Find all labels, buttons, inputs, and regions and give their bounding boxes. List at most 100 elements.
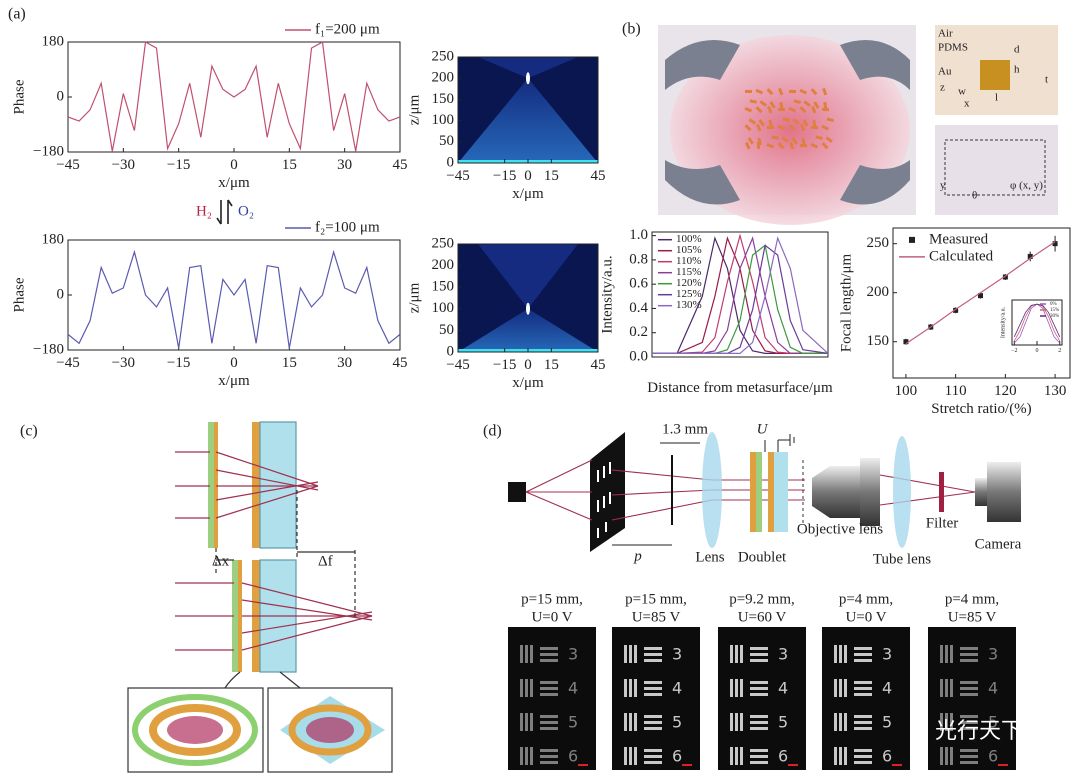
y-tick-label: 200 [432,70,455,86]
target-bar [854,659,872,662]
y-tick-label: 200 [867,284,890,300]
plot-frame [67,239,401,351]
target-bar [629,679,632,697]
x-tick-label: 30 [337,157,352,173]
legend-label: f₁=200 μm [315,21,380,37]
x-tick-label: 15 [282,157,297,173]
plot-frame [651,231,829,358]
target-bar [730,679,733,697]
plot-frame [1011,299,1063,346]
series-line [905,241,1056,345]
target-bar [624,747,627,765]
target-bar [834,713,837,731]
watermark: 光行天下 [935,719,1023,744]
target-bar [940,713,943,731]
x-axis-label: x/μm [512,186,544,202]
target-bar [854,761,872,764]
photo-label: θ [972,190,977,202]
target-bar [834,679,837,697]
setup-label: Tube lens [873,551,931,567]
target-bar [644,681,662,684]
photo-caption: p=15 mm, [521,591,583,607]
y-axis-label: Phase [11,277,27,312]
photo-caption: U=60 V [738,609,787,625]
y-tick-label: 180 [42,231,65,247]
y-tick-label: 200 [432,257,455,273]
x-tick-label: 15 [544,168,559,184]
legend-label: 115% [676,266,701,278]
target-bar [844,713,847,731]
photo-label: Au [938,66,952,78]
target-bar [540,659,558,662]
x-axis-label: Distance from metasurface/μm [647,380,833,396]
target-bar [525,747,528,765]
target-bar [750,755,768,758]
photo-label: t [1045,74,1048,86]
x-tick-label: −45 [446,357,469,373]
series-line [652,236,829,354]
plot-frame [892,227,1071,379]
y-tick-label: 0 [447,343,455,359]
target-bar [735,713,738,731]
target-bar [740,645,743,663]
focus-spot [526,302,530,315]
target-bar [735,645,738,663]
x-tick-label: 110 [945,383,967,399]
target-bar [960,687,978,690]
panel-label: (b) [622,21,641,38]
y-tick-label: 1.0 [629,227,648,243]
panel-label: (c) [20,423,38,440]
target-bar [540,715,558,718]
target-number: 5 [568,713,578,732]
reaction-right: O₂ [238,203,254,219]
legend-label: 100% [676,233,702,245]
x-tick-label: 100 [895,383,918,399]
target-bar [644,749,662,752]
target-bar [634,713,637,731]
target-bar [854,687,872,690]
target-bar [750,647,768,650]
x-tick-label: 130 [1044,383,1067,399]
target-bar [629,645,632,663]
x-tick-label: −15 [493,357,516,373]
y-tick-label: 50 [439,322,454,338]
photo-label: PDMS [938,42,968,54]
photo-label: w [958,86,966,98]
setup-label: Camera [975,536,1022,552]
legend-label: 120% [676,277,702,289]
target-number: 4 [988,679,998,698]
setup-label: 1.3 mm [662,421,708,437]
x-tick-label: −45 [56,157,79,173]
legend-swatch [909,236,915,243]
scale-bar [892,764,902,766]
target-bar [960,659,978,662]
photo-caption: p=15 mm, [625,591,687,607]
target-bar [839,747,842,765]
target-bar [644,761,662,764]
y-tick-label: 0.0 [629,348,648,364]
target-bar [644,647,662,650]
target-bar [750,687,768,690]
target-bar [629,713,632,731]
y-tick-label: 0 [447,154,455,170]
x-tick-label: 30 [337,355,352,371]
x-tick-label: 45 [393,355,408,371]
plot-frame [457,56,599,164]
focus-spot [526,72,530,85]
beam-cone [478,57,578,79]
legend-label: 0% [1050,302,1057,307]
photo-label: φ (x, y) [1010,180,1043,192]
x-tick-label: 2 [1058,348,1061,354]
photo-caption: p=4 mm, [839,591,893,607]
x-tick-label: 0 [230,355,238,371]
series-line [1013,303,1061,337]
target-bar [960,715,978,718]
x-tick-label: 45 [591,357,606,373]
y-tick-label: 100 [432,112,455,128]
target-bar [854,693,872,696]
reaction-left: H₂ [196,203,212,219]
target-bar [854,749,872,752]
target-bar [735,747,738,765]
target-bar [740,679,743,697]
y-tick-label: 250 [867,235,890,251]
